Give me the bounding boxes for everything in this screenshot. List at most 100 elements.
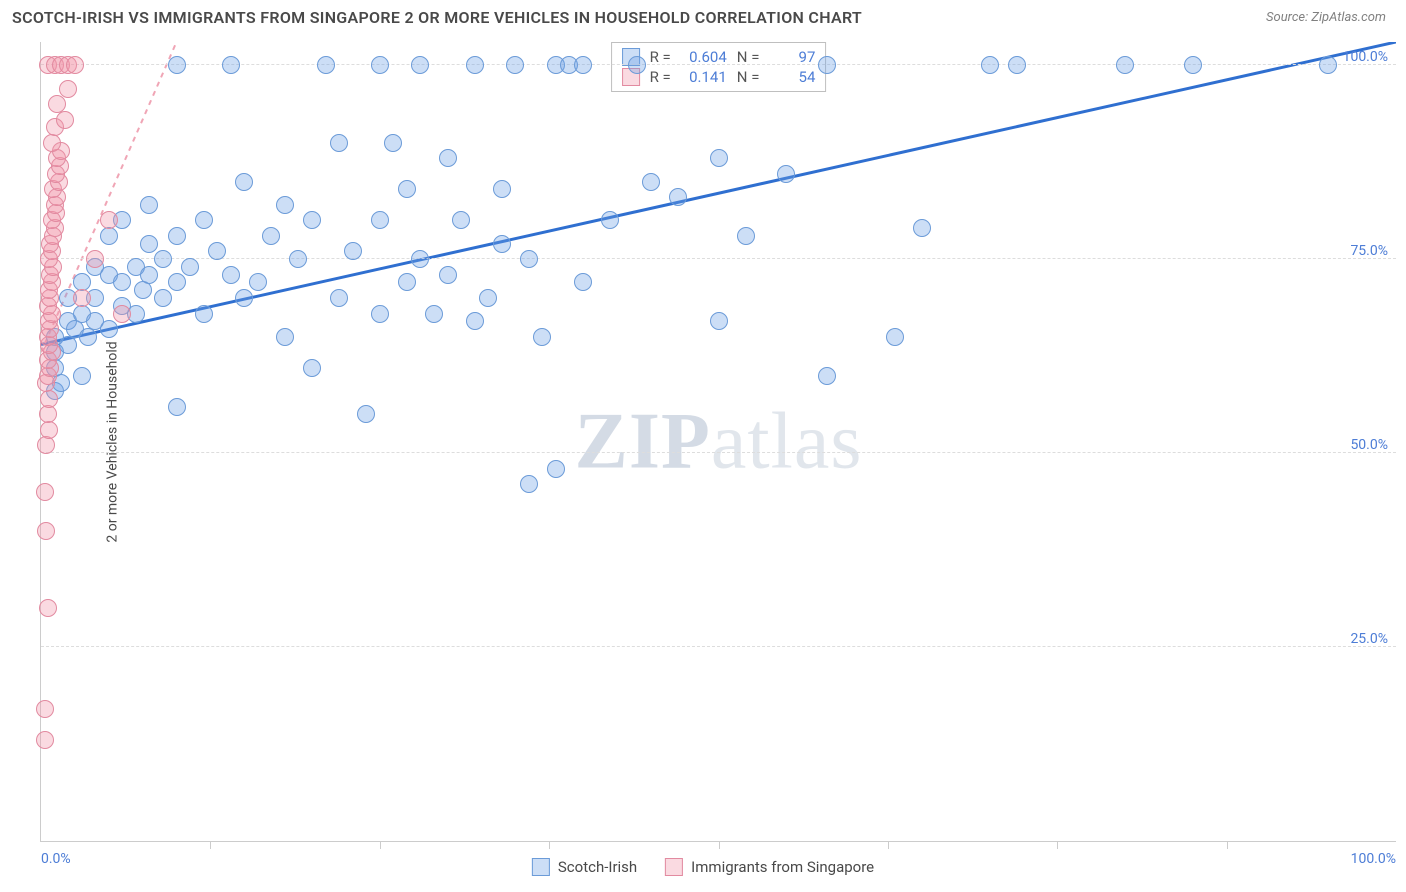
data-point bbox=[79, 328, 97, 346]
chart-container: 2 or more Vehicles in Household ZIPatlas… bbox=[40, 42, 1396, 842]
data-point bbox=[330, 289, 348, 307]
gridline-h bbox=[41, 452, 1396, 453]
data-point bbox=[1184, 56, 1202, 74]
n-value-series2: 54 bbox=[769, 68, 815, 86]
data-point bbox=[235, 289, 253, 307]
data-point bbox=[493, 235, 511, 253]
data-point bbox=[36, 731, 54, 749]
data-point bbox=[425, 305, 443, 323]
data-point bbox=[43, 134, 61, 152]
data-point bbox=[466, 312, 484, 330]
data-point bbox=[506, 56, 524, 74]
data-point bbox=[222, 266, 240, 284]
data-point bbox=[669, 188, 687, 206]
data-point bbox=[628, 56, 646, 74]
legend-item-series2: Immigrants from Singapore bbox=[665, 858, 874, 876]
data-point bbox=[1008, 56, 1026, 74]
data-point bbox=[37, 522, 55, 540]
y-tick-label: 100.0% bbox=[1343, 49, 1388, 65]
data-point bbox=[134, 281, 152, 299]
data-point bbox=[36, 483, 54, 501]
data-point bbox=[357, 405, 375, 423]
bottom-legend: Scotch-Irish Immigrants from Singapore bbox=[532, 858, 874, 876]
data-point bbox=[40, 421, 58, 439]
data-point bbox=[36, 700, 54, 718]
data-point bbox=[981, 56, 999, 74]
x-tick-minor bbox=[380, 841, 381, 849]
data-point bbox=[113, 273, 131, 291]
data-point bbox=[547, 460, 565, 478]
data-point bbox=[913, 219, 931, 237]
data-point bbox=[73, 289, 91, 307]
x-tick-label: 0.0% bbox=[41, 851, 71, 867]
data-point bbox=[249, 273, 267, 291]
data-point bbox=[39, 405, 57, 423]
data-point bbox=[73, 367, 91, 385]
data-point bbox=[466, 56, 484, 74]
data-point bbox=[181, 258, 199, 276]
data-point bbox=[168, 398, 186, 416]
data-point bbox=[235, 173, 253, 191]
data-point bbox=[168, 273, 186, 291]
data-point bbox=[100, 227, 118, 245]
data-point bbox=[39, 599, 57, 617]
r-value-series2: 0.141 bbox=[681, 68, 727, 86]
x-tick-minor bbox=[1227, 841, 1228, 849]
data-point bbox=[140, 266, 158, 284]
data-point bbox=[398, 273, 416, 291]
data-point bbox=[48, 95, 66, 113]
data-point bbox=[154, 250, 172, 268]
data-point bbox=[289, 250, 307, 268]
swatch-series1 bbox=[532, 858, 550, 876]
data-point bbox=[384, 134, 402, 152]
legend-label-series1: Scotch-Irish bbox=[558, 858, 637, 876]
data-point bbox=[452, 211, 470, 229]
swatch-series2 bbox=[665, 858, 683, 876]
data-point bbox=[168, 227, 186, 245]
data-point bbox=[777, 165, 795, 183]
data-point bbox=[398, 180, 416, 198]
watermark: ZIPatlas bbox=[575, 396, 863, 487]
data-point bbox=[818, 367, 836, 385]
data-point bbox=[140, 235, 158, 253]
data-point bbox=[439, 149, 457, 167]
y-tick-label: 75.0% bbox=[1350, 243, 1388, 259]
data-point bbox=[411, 250, 429, 268]
data-point bbox=[56, 111, 74, 129]
page-title: SCOTCH-IRISH VS IMMIGRANTS FROM SINGAPOR… bbox=[12, 8, 862, 27]
data-point bbox=[262, 227, 280, 245]
data-point bbox=[100, 320, 118, 338]
data-point bbox=[533, 328, 551, 346]
x-tick-minor bbox=[1057, 841, 1058, 849]
data-point bbox=[520, 475, 538, 493]
x-tick-minor bbox=[719, 841, 720, 849]
data-point bbox=[113, 305, 131, 323]
x-tick-label: 100.0% bbox=[1351, 851, 1396, 867]
data-point bbox=[59, 80, 77, 98]
data-point bbox=[59, 336, 77, 354]
data-point bbox=[737, 227, 755, 245]
y-tick-label: 25.0% bbox=[1350, 631, 1388, 647]
data-point bbox=[371, 305, 389, 323]
data-point bbox=[411, 56, 429, 74]
data-point bbox=[86, 250, 104, 268]
legend-item-series1: Scotch-Irish bbox=[532, 858, 637, 876]
data-point bbox=[195, 305, 213, 323]
data-point bbox=[276, 196, 294, 214]
data-point bbox=[100, 211, 118, 229]
data-point bbox=[642, 173, 660, 191]
data-point bbox=[37, 436, 55, 454]
data-point bbox=[303, 211, 321, 229]
data-point bbox=[154, 289, 172, 307]
x-tick-minor bbox=[549, 841, 550, 849]
data-point bbox=[1319, 56, 1337, 74]
data-point bbox=[344, 242, 362, 260]
stats-row-series2: R = 0.141 N = 54 bbox=[622, 67, 816, 87]
data-point bbox=[574, 273, 592, 291]
data-point bbox=[66, 56, 84, 74]
data-point bbox=[330, 134, 348, 152]
r-label: R = bbox=[650, 68, 671, 86]
x-tick-minor bbox=[888, 841, 889, 849]
data-point bbox=[886, 328, 904, 346]
data-point bbox=[140, 196, 158, 214]
